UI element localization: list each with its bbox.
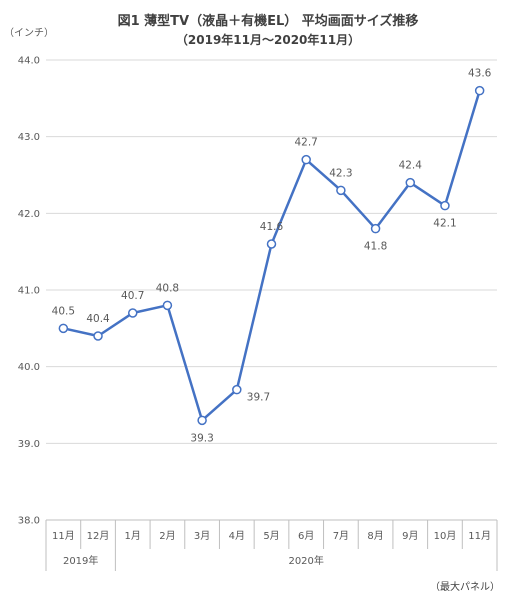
x-tick-label: 6月 (298, 530, 314, 542)
data-point (232, 384, 242, 395)
data-point (405, 177, 416, 188)
data-point (162, 300, 173, 311)
data-point (440, 200, 450, 211)
x-tick-label: 8月 (367, 530, 383, 542)
data-point (301, 154, 311, 165)
y-tick-label: 44.0 (18, 56, 40, 67)
x-tick-label: 7月 (333, 530, 349, 542)
note-max-panel: （最大パネル） (430, 580, 500, 593)
x-tick-label: 9月 (402, 530, 418, 542)
y-axis-unit: （インチ） (4, 27, 54, 39)
x-tick-label: 5月 (263, 530, 279, 542)
data-point (58, 323, 69, 334)
data-point (197, 415, 207, 426)
x-axis: 2019年 2020年 11月 12月 1月 2月 3月 4月 5月 6月 7月 8月 9月 10月 11月 (45, 519, 498, 571)
data-labels: 40.5 40.4 40.7 40.8 39.3 39.7 41.6 42.7 42.3 41.8… (52, 68, 492, 445)
data-point (370, 223, 381, 234)
data-label: 40.4 (86, 313, 110, 325)
x-tick-label: 2月 (159, 530, 175, 542)
chart-subtitle: （2019年11月〜2020年11月） (176, 32, 360, 47)
x-tick-label: 1月 (125, 530, 141, 542)
gridlines (46, 59, 497, 521)
data-label: 42.1 (433, 218, 456, 230)
series-average-screen-size (58, 85, 485, 426)
data-label: 41.6 (260, 221, 284, 233)
y-axis-ticks: 38.0 39.0 40.0 41.0 42.0 43.0 44.0 (18, 56, 40, 527)
data-point (336, 185, 346, 196)
y-tick-label: 43.0 (18, 132, 40, 143)
data-label: 42.4 (399, 160, 423, 172)
data-label: 42.3 (329, 167, 352, 179)
data-label: 40.7 (121, 290, 144, 302)
data-point (474, 85, 485, 96)
data-point (93, 331, 103, 341)
data-label: 39.3 (190, 432, 213, 444)
x-group-label: 2019年 (63, 554, 98, 567)
x-tick-label: 10月 (434, 530, 457, 542)
data-label: 40.8 (156, 282, 179, 294)
series-line (63, 90, 481, 422)
x-tick-label: 4月 (229, 530, 245, 542)
x-tick-label: 11月 (52, 530, 75, 542)
y-tick-label: 40.0 (18, 362, 40, 373)
x-tick-label: 11月 (468, 530, 491, 542)
x-group-label: 2020年 (288, 554, 323, 567)
x-tick-label: 3月 (194, 530, 210, 542)
data-point (127, 308, 138, 318)
data-label: 41.8 (364, 241, 387, 253)
chart-title: 図1 薄型TV（液晶＋有機EL） 平均画面サイズ推移 (118, 13, 419, 29)
y-tick-label: 41.0 (18, 286, 40, 297)
y-tick-label: 38.0 (18, 516, 40, 527)
y-tick-label: 39.0 (18, 439, 40, 450)
data-label: 40.5 (52, 305, 75, 317)
data-point (266, 239, 277, 249)
data-label: 43.6 (468, 68, 492, 80)
data-label: 42.7 (294, 137, 317, 149)
x-tick-label: 12月 (87, 530, 110, 542)
data-label: 39.7 (247, 392, 270, 404)
y-tick-label: 42.0 (18, 209, 40, 220)
